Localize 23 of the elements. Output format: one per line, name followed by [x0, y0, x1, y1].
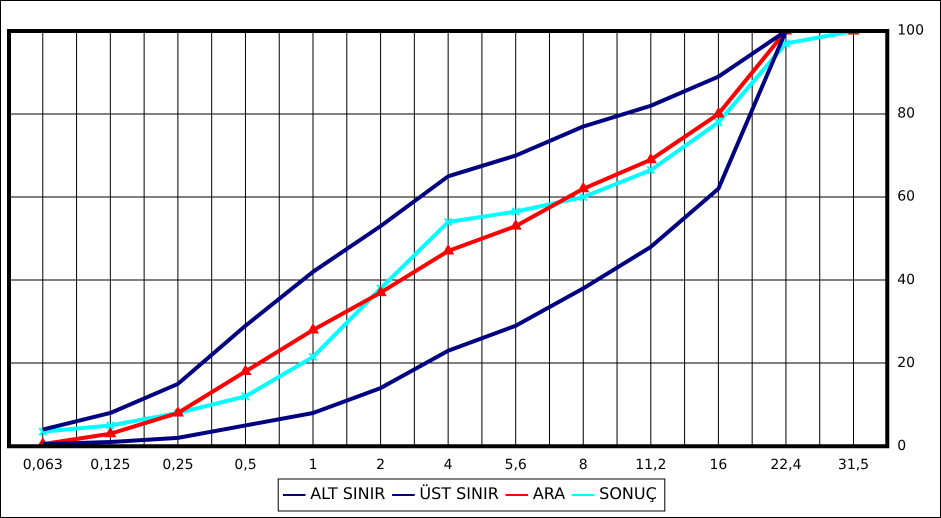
x-tick-label: 0,25 [162, 457, 194, 474]
x-tick-label: 2 [376, 457, 386, 474]
x-tick-label: 0,5 [234, 457, 257, 474]
x-tick-label: 16 [709, 457, 728, 474]
x-tick-label: 1 [308, 457, 318, 474]
y-tick-label: 100 [897, 22, 924, 39]
y-tick-label: 80 [897, 106, 916, 122]
x-tick-label: 5,6 [504, 457, 527, 474]
legend-label: SONUÇ [599, 484, 657, 504]
legend-label: ALT SINIR [310, 484, 386, 504]
y-tick-label: 40 [897, 272, 916, 288]
x-tick-label: 0,063 [22, 457, 63, 474]
legend-label: ÜST SINIR [419, 484, 499, 504]
y-tick-label: 60 [897, 188, 916, 205]
y-tick-label: 20 [897, 354, 916, 371]
x-tick-label: 11,2 [635, 457, 666, 474]
y-tick-label: 0 [897, 438, 906, 454]
x-tick-label: 8 [578, 457, 588, 474]
x-tick-label: 31,5 [838, 457, 870, 474]
x-tick-label: 22,4 [770, 457, 802, 474]
x-tick-label: 0,125 [90, 457, 130, 474]
x-tick-label: 4 [444, 457, 453, 474]
legend-label: ARA [532, 484, 566, 504]
